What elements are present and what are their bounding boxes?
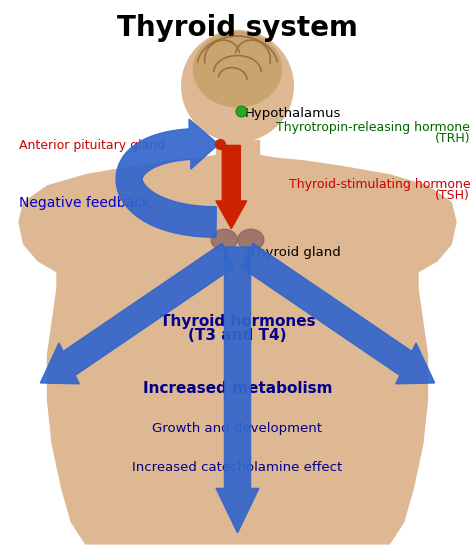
Text: (TSH): (TSH) bbox=[436, 189, 470, 202]
Text: Thyroid hormones: Thyroid hormones bbox=[160, 314, 315, 330]
Polygon shape bbox=[40, 243, 234, 384]
Text: Thyroid system: Thyroid system bbox=[117, 14, 358, 42]
Polygon shape bbox=[216, 247, 259, 533]
Ellipse shape bbox=[211, 229, 237, 250]
Text: Increased metabolism: Increased metabolism bbox=[143, 381, 332, 396]
Text: Increased catecholamine effect: Increased catecholamine effect bbox=[133, 461, 342, 474]
Ellipse shape bbox=[194, 32, 281, 107]
Ellipse shape bbox=[181, 31, 293, 142]
Text: Anterior pituitary gland: Anterior pituitary gland bbox=[19, 139, 165, 152]
Text: Thyroid-stimulating hormone: Thyroid-stimulating hormone bbox=[289, 178, 470, 191]
Polygon shape bbox=[116, 119, 218, 237]
Text: Negative feedback: Negative feedback bbox=[19, 195, 150, 210]
Polygon shape bbox=[216, 145, 247, 229]
Ellipse shape bbox=[238, 229, 264, 250]
Text: Thyroid gland: Thyroid gland bbox=[249, 246, 341, 259]
Text: Thyrotropin-releasing hormone: Thyrotropin-releasing hormone bbox=[276, 121, 470, 134]
Text: Hypothalamus: Hypothalamus bbox=[245, 107, 341, 120]
Polygon shape bbox=[241, 243, 435, 384]
Polygon shape bbox=[216, 140, 259, 161]
Text: Growth and development: Growth and development bbox=[152, 422, 323, 435]
Polygon shape bbox=[19, 155, 456, 544]
Text: (TRH): (TRH) bbox=[435, 132, 470, 145]
Text: (T3 and T4): (T3 and T4) bbox=[188, 328, 287, 344]
